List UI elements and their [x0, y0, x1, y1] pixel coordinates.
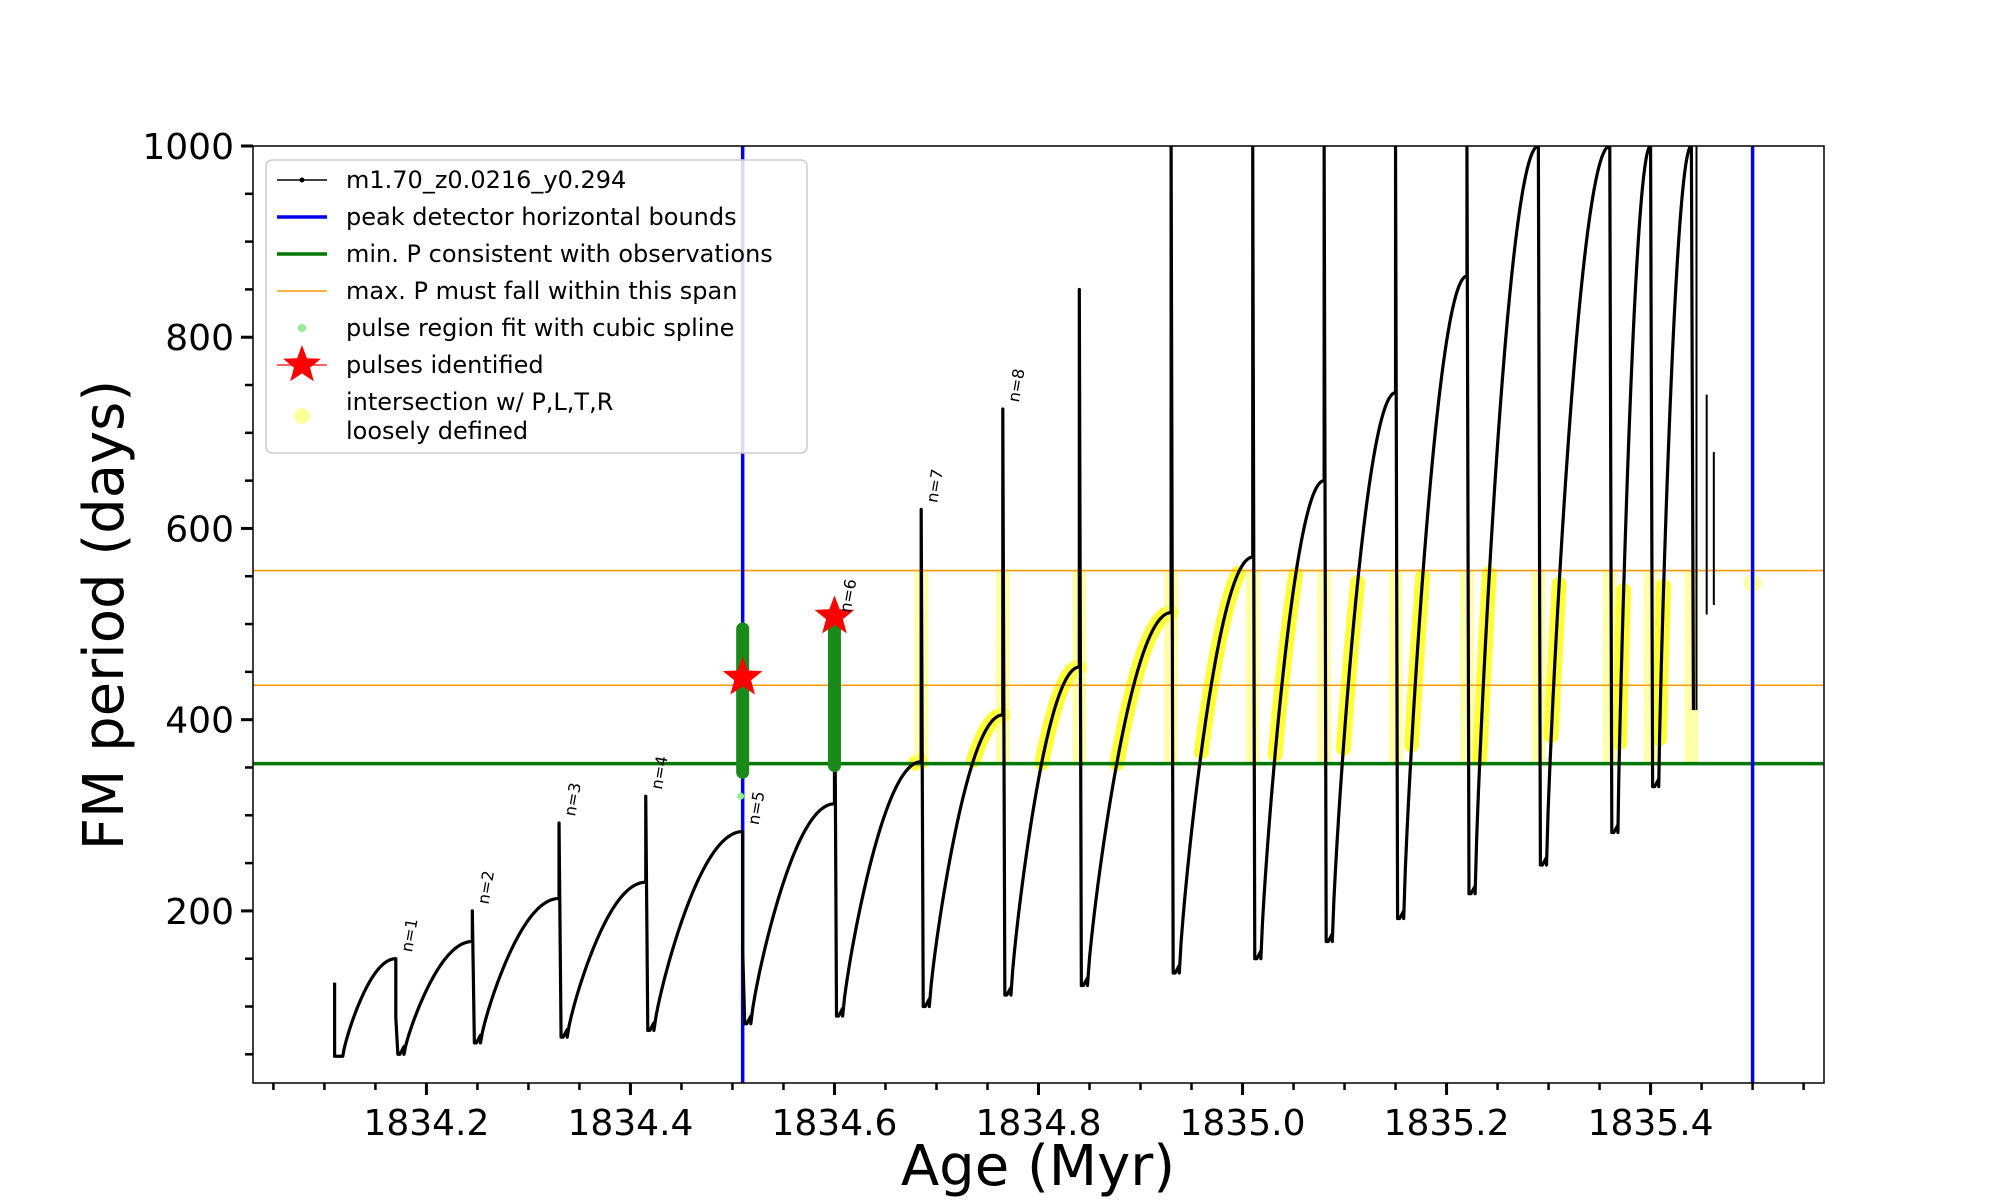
x-tick-label: 1834.2 — [363, 1103, 489, 1144]
pulse-fit-point — [737, 792, 745, 800]
legend-label: peak detector horizontal bounds — [346, 203, 737, 231]
x-tick-label: 1834.4 — [567, 1103, 693, 1144]
y-tick-label: 800 — [165, 318, 234, 359]
identified-pulse-star — [722, 656, 763, 695]
y-tick-label: 200 — [165, 892, 234, 933]
x-tick-label: 1835.0 — [1180, 1103, 1306, 1144]
legend-label: m1.70_z0.0216_y0.294 — [346, 166, 626, 194]
x-tick-label: 1835.4 — [1588, 1103, 1714, 1144]
y-tick-label: 1000 — [142, 127, 234, 168]
identified-pulse-star — [814, 595, 855, 634]
legend-star-sample — [283, 345, 321, 382]
legend-label: max. P must fall within this span — [346, 277, 737, 305]
legend-label: min. P consistent with observations — [346, 240, 773, 268]
y-axis-title: FM period (days) — [72, 380, 137, 850]
legend-box — [265, 159, 808, 454]
legend-label: loosely defined — [346, 417, 528, 445]
legend-dot-sample — [298, 324, 306, 332]
x-axis-title: Age (Myr) — [901, 1134, 1175, 1199]
x-tick-label: 1835.2 — [1384, 1103, 1510, 1144]
legend-label: intersection w/ P,L,T,R — [346, 388, 613, 416]
x-tick-label: 1834.6 — [771, 1103, 897, 1144]
legend-label: pulses identified — [346, 351, 544, 379]
legend-dot-sample — [294, 408, 310, 424]
legend-label: pulse region fit with cubic spline — [346, 314, 734, 342]
x-tick-label: 1834.8 — [976, 1103, 1102, 1144]
y-tick-label: 600 — [165, 509, 234, 550]
y-tick-label: 400 — [165, 701, 234, 742]
legend-dot-sample — [299, 177, 305, 183]
